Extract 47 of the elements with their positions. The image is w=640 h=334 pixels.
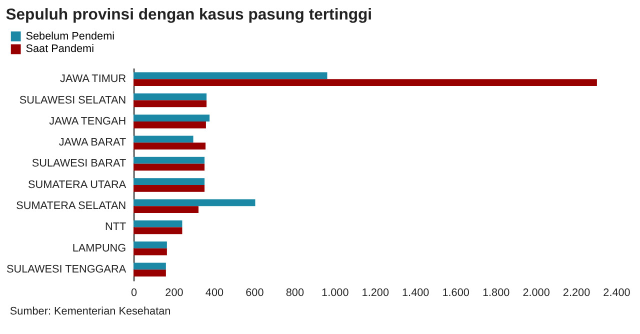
bar: [134, 242, 167, 248]
y-tick-label: JAWA TENGAH: [49, 115, 126, 128]
bar: [134, 136, 194, 143]
y-tick-label: LAMPUNG: [72, 242, 126, 254]
bar: [134, 79, 597, 86]
y-tick-label: SUMATERA SELATAN: [16, 200, 126, 212]
bar: [134, 121, 206, 128]
bar: [134, 114, 210, 122]
x-tick-label: 1.200: [362, 287, 390, 300]
bar: [134, 184, 205, 192]
y-tick-label: NTT: [104, 221, 126, 234]
bar: [134, 270, 166, 276]
bar: [134, 262, 166, 270]
x-tick-label: 1.400: [402, 287, 430, 300]
x-tick-label: 2.200: [562, 287, 590, 300]
bar: [134, 199, 256, 206]
y-tick-label: SULAWESI TENGGARA: [6, 264, 127, 276]
x-tick-label: 800: [286, 287, 304, 300]
bar: [134, 156, 205, 164]
x-tick-label: 0: [131, 287, 138, 300]
y-tick-label: SULAWESI BARAT: [32, 158, 126, 170]
x-tick-label: 1.800: [482, 287, 510, 300]
legend-label: Saat Pandemi: [26, 43, 94, 56]
bar: [134, 227, 182, 234]
bar: [134, 164, 205, 171]
x-tick-label: 200: [165, 287, 184, 300]
bar: [134, 206, 199, 213]
chart-title: Sepuluh provinsi dengan kasus pasung tertinggi: [6, 6, 372, 24]
x-tick-label: 2.400: [603, 287, 630, 300]
bar: [134, 100, 207, 108]
bar: [134, 248, 167, 256]
bar: [134, 220, 182, 228]
x-tick-label: 600: [246, 287, 264, 300]
x-tick-label: 1.000: [322, 287, 349, 300]
bar: [134, 93, 207, 100]
bar: [134, 72, 328, 80]
bar: [134, 178, 205, 185]
x-tick-label: 400: [205, 287, 224, 300]
text: Sumber: Kementerian Kesehatan: [10, 305, 171, 318]
legend-label: Sebelum Pendemi: [26, 30, 115, 42]
bar: [134, 142, 206, 150]
y-tick-label: JAWA BARAT: [58, 136, 126, 149]
x-tick-label: 2.000: [522, 287, 550, 300]
y-tick-label: JAWA TIMUR: [60, 73, 126, 86]
x-tick-label: 1.600: [442, 287, 470, 300]
y-tick-label: SUMATERA UTARA: [28, 178, 127, 191]
y-tick-label: SULAWESI SELATAN: [19, 94, 126, 106]
